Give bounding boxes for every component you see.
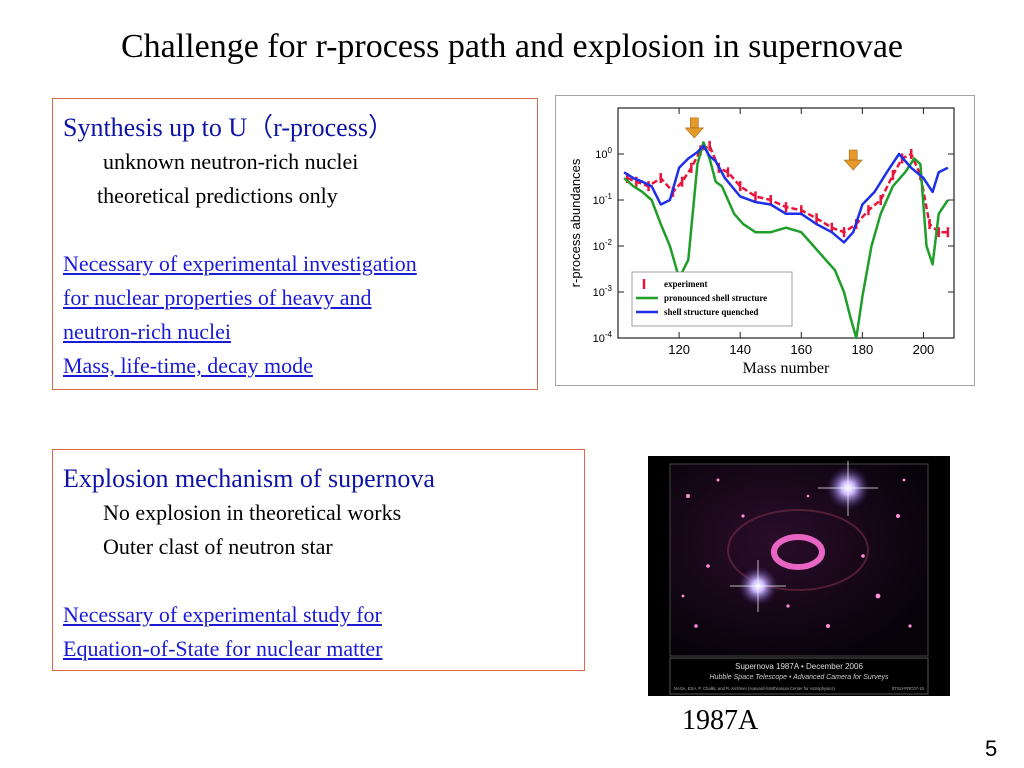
nebula-field xyxy=(669,463,929,657)
y-axis-label: r-process abundances xyxy=(568,158,583,287)
x-tick-label: 200 xyxy=(913,342,935,357)
legend-label: shell structure quenched xyxy=(664,307,758,317)
x-tick-label: 180 xyxy=(852,342,874,357)
rprocess-link-4[interactable]: Mass, life-time, decay mode xyxy=(63,353,313,378)
abundance-chart: 120 140 160 180 200 100 10-1 10-2 10-3 10-4 r-pro… xyxy=(555,95,975,386)
inset-subtitle: Hubble Space Telescope • Advanced Camera… xyxy=(710,674,889,681)
y-tick-label: 10-4 xyxy=(593,330,613,345)
y-tick-label: 10-3 xyxy=(593,284,613,299)
x-axis-label: Mass number xyxy=(743,360,830,377)
rprocess-heading: Synthesis up to U（r-process） xyxy=(63,113,394,142)
rprocess-link-2[interactable]: for nuclear properties of heavy and xyxy=(63,285,372,310)
outer-ring xyxy=(727,509,869,591)
y-tick-label: 10-2 xyxy=(593,238,613,253)
series-quenched-line xyxy=(623,144,949,244)
x-tick-label: 160 xyxy=(790,342,812,357)
down-arrow-icon xyxy=(843,149,863,171)
legend-box xyxy=(631,271,793,327)
slide-title: Challenge for r-process path and explosi… xyxy=(120,28,904,65)
supernova-link-1[interactable]: Necessary of experimental study for xyxy=(63,602,382,627)
page-number: 5 xyxy=(985,736,998,761)
down-arrow-icon xyxy=(684,117,705,139)
abundance-chart-svg: 120 140 160 180 200 100 10-1 10-2 10-3 10-4 r-pro… xyxy=(568,107,955,377)
inset-title: Supernova 1987A • December 2006 xyxy=(735,662,863,671)
inset-id: STScI-PRC07-10 xyxy=(892,686,925,691)
supernova-heading: Explosion mechanism of supernova xyxy=(63,464,435,493)
y-tick-label: 10-1 xyxy=(593,192,613,207)
rprocess-line-1: unknown neutron-rich nuclei xyxy=(103,149,359,174)
supernova-textbox: Explosion mechanism of supernova No expl… xyxy=(52,449,585,671)
image-caption: 1987A xyxy=(682,705,759,736)
credit-panel xyxy=(669,657,929,695)
rprocess-textbox: Synthesis up to U（r-process） unknown neu… xyxy=(52,98,538,390)
rprocess-line-2: theoretical predictions only xyxy=(97,183,338,208)
y-tick-label: 100 xyxy=(595,146,612,161)
inner-ring xyxy=(771,534,825,570)
supernova-1987a-image: Supernova 1987A • December 2006 Hubble S… xyxy=(648,456,950,696)
supernova-image-svg: Supernova 1987A • December 2006 Hubble S… xyxy=(669,461,929,695)
legend-label: experiment xyxy=(664,279,707,289)
supernova-line-2: Outer clast of neutron star xyxy=(103,534,333,559)
x-tick-label: 140 xyxy=(729,342,751,357)
legend-label: pronounced shell structure xyxy=(664,293,767,303)
rprocess-link-1[interactable]: Necessary of experimental investigation xyxy=(63,251,417,276)
supernova-line-1: No explosion in theoretical works xyxy=(103,500,402,525)
x-tick-label: 120 xyxy=(668,342,690,357)
supernova-link-2[interactable]: Equation-of-State for nuclear matter xyxy=(63,636,383,661)
inset-credit: NASA, ESA, P. Challis, and R. Kirshner (… xyxy=(674,686,835,691)
rprocess-link-3[interactable]: neutron-rich nuclei xyxy=(63,319,231,344)
